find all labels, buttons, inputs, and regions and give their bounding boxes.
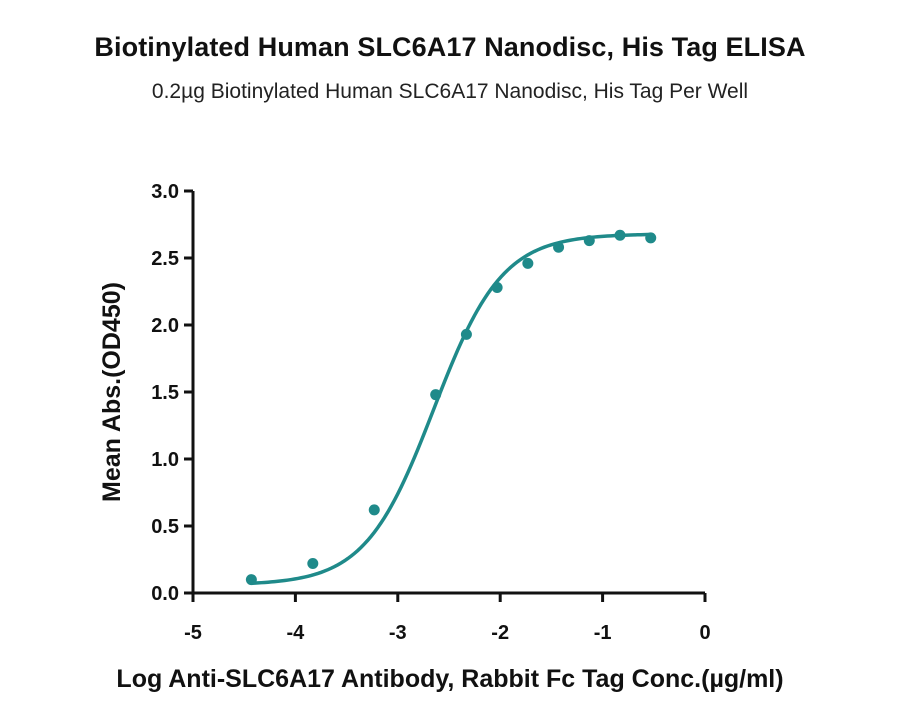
y-tick-label: 0.5 (151, 516, 179, 538)
axes (191, 191, 705, 595)
data-point (553, 241, 565, 253)
data-point (368, 504, 380, 516)
x-tick-label: -1 (594, 622, 612, 644)
fit-curve (251, 232, 651, 586)
x-tick-label: -3 (389, 622, 407, 644)
y-axis-label: Mean Abs.(OD450) (98, 282, 126, 502)
y-tick-label: 3.0 (151, 181, 179, 203)
data-point (307, 558, 319, 570)
data-point (460, 328, 472, 340)
chart-subtitle: 0.2µg Biotinylated Human SLC6A17 Nanodis… (151, 80, 749, 103)
x-tick-label: 0 (699, 622, 710, 644)
x-tick-label: -5 (184, 622, 202, 644)
data-points (245, 229, 657, 586)
x-tick-label: -2 (491, 622, 509, 644)
y-tick-label: 2.0 (151, 315, 179, 337)
x-axis-label: Log Anti-SLC6A17 Antibody, Rabbit Fc Tag… (116, 665, 783, 693)
chart-title: Biotinylated Human SLC6A17 Nanodisc, His… (94, 32, 806, 62)
data-point (645, 232, 657, 244)
ticks: -5 -4 -3 -2 -1 0 0.0 0.5 1.0 1.5 2.0 2.5 3.0 (151, 181, 710, 644)
data-point (245, 574, 257, 586)
data-point (522, 257, 534, 269)
y-tick-label: 1.0 (151, 449, 179, 471)
data-point (614, 229, 626, 241)
y-tick-label: 0.0 (151, 583, 179, 605)
x-tick-label: -4 (287, 622, 306, 644)
y-tick-label: 2.5 (151, 248, 179, 270)
data-point (583, 235, 595, 247)
data-point (491, 281, 503, 293)
data-point (430, 389, 442, 401)
y-tick-label: 1.5 (151, 382, 179, 404)
